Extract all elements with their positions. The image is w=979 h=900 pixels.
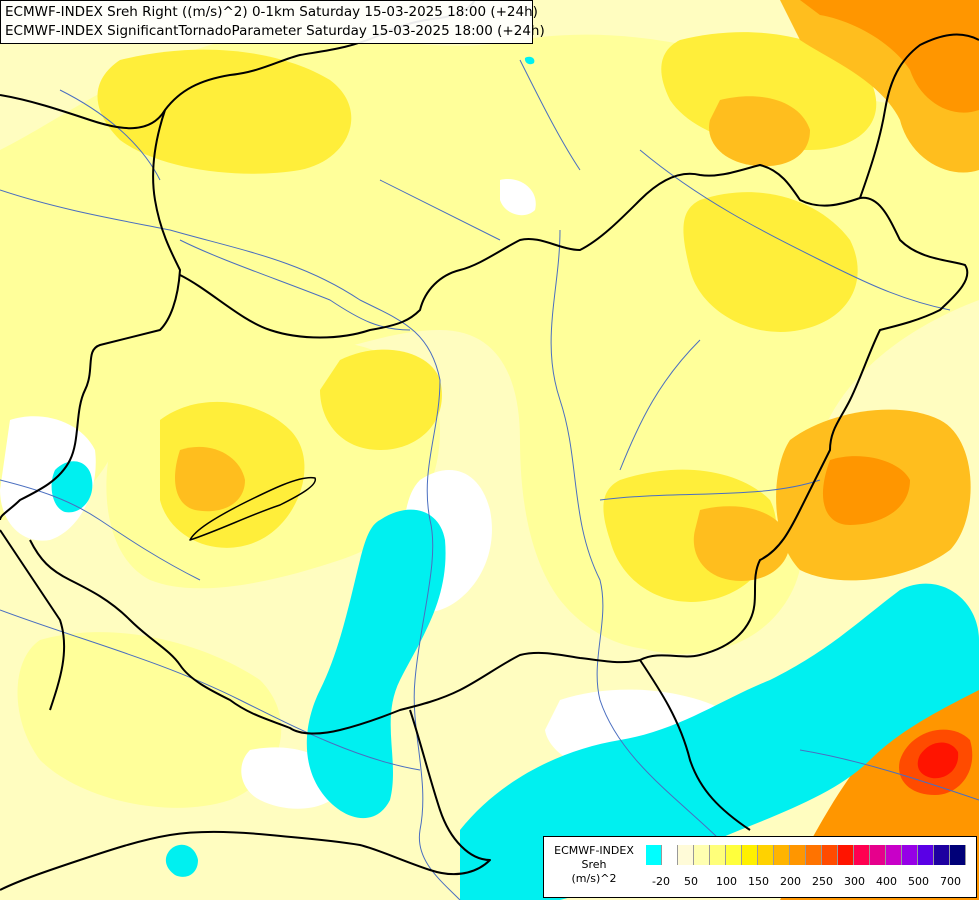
legend-title: ECMWF-INDEX Sreh (m/s)^2 [546, 844, 642, 886]
legend-tick-label: 400 [876, 875, 897, 888]
legend-swatch [918, 845, 934, 865]
sreh-field-red [899, 729, 973, 795]
cyan-zone-central [306, 509, 446, 819]
legend-swatch [854, 845, 870, 865]
map-title-box: ECMWF-INDEX Sreh Right ((m/s)^2) 0-1km S… [0, 0, 545, 44]
legend-swatch [662, 845, 678, 865]
legend-swatch [806, 845, 822, 865]
cyan-zone-southeast [460, 583, 979, 900]
legend-swatch [838, 845, 854, 865]
legend-title-line-1: ECMWF-INDEX [554, 844, 634, 857]
color-legend: ECMWF-INDEX Sreh (m/s)^2 -20 50 100 150 200 2… [543, 836, 977, 898]
legend-swatch [694, 845, 710, 865]
legend-title-line-2: Sreh [581, 858, 607, 871]
border-lake-balaton [189, 476, 316, 541]
legend-tick-label: 700 [940, 875, 961, 888]
legend-swatch [710, 845, 726, 865]
legend-swatch [886, 845, 902, 865]
legend-swatch [774, 845, 790, 865]
legend-ticks: -20 50 100 150 200 250 300 400 500 700 [646, 875, 976, 889]
legend-swatch [902, 845, 918, 865]
legend-swatch [726, 845, 742, 865]
legend-tick-label: 200 [780, 875, 801, 888]
legend-swatch [934, 845, 950, 865]
legend-tick-label: -20 [652, 875, 670, 888]
legend-title-line-3: (m/s)^2 [571, 872, 617, 885]
cyan-zone-north [524, 56, 535, 65]
legend-swatch [646, 845, 662, 865]
border-north-east [859, 33, 979, 199]
border-south [639, 659, 751, 831]
map-title-line-1: ECMWF-INDEX Sreh Right ((m/s)^2) 0-1km S… [5, 4, 538, 20]
border-far-west [0, 529, 66, 711]
legend-tick-label: 500 [908, 875, 929, 888]
legend-tick-label: 150 [748, 875, 769, 888]
border-west [0, 109, 181, 521]
cyan-zone-southwest [165, 844, 198, 877]
legend-swatch [822, 845, 838, 865]
border-hungary [29, 164, 969, 735]
legend-tick-label: 250 [812, 875, 833, 888]
legend-tick-label: 300 [844, 875, 865, 888]
legend-swatch [950, 845, 966, 865]
legend-swatches [646, 845, 966, 865]
legend-tick-label: 100 [716, 875, 737, 888]
legend-swatch [678, 845, 694, 865]
rivers [0, 59, 979, 900]
border-southwest [0, 709, 491, 891]
map-title-line-2: ECMWF-INDEX SignificantTornadoParameter … [5, 23, 545, 39]
legend-swatch [870, 845, 886, 865]
legend-swatch [758, 845, 774, 865]
legend-swatch [742, 845, 758, 865]
legend-swatch [790, 845, 806, 865]
legend-tick-label: 50 [684, 875, 698, 888]
